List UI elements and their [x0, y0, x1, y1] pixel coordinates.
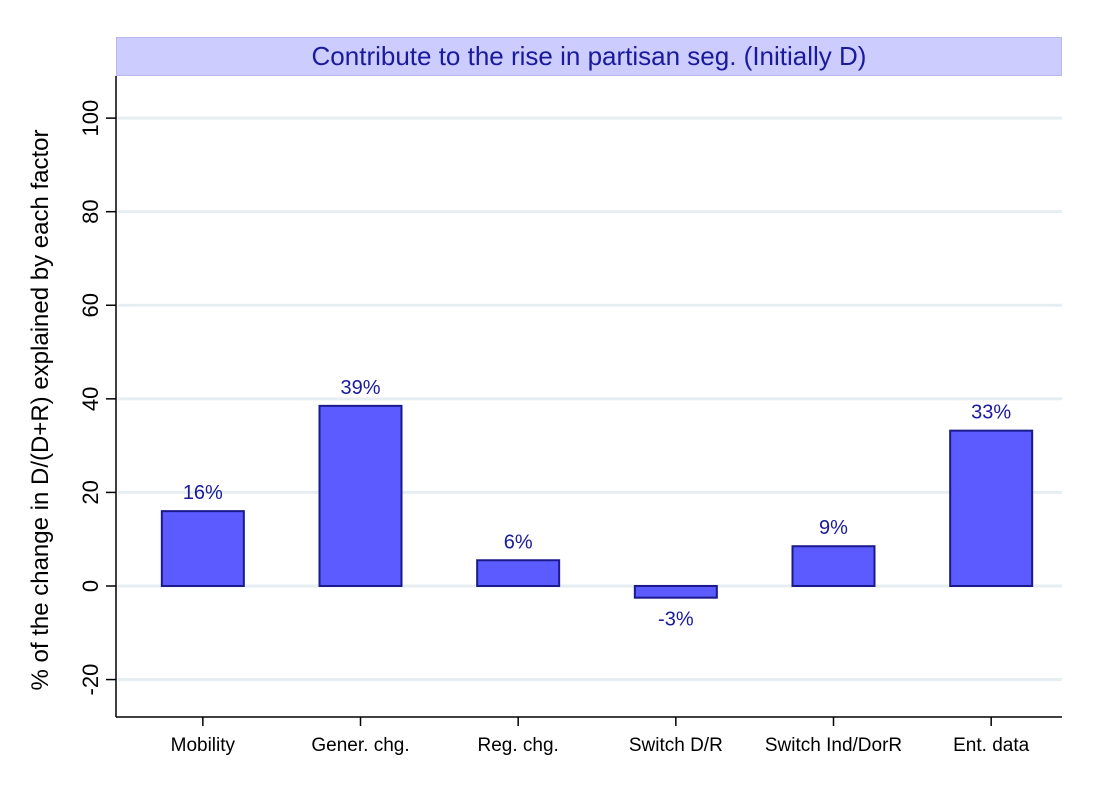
x-tick-label: Mobility: [171, 735, 236, 756]
chart-title: Contribute to the rise in partisan seg. …: [311, 41, 867, 71]
y-tick-label: -20: [78, 664, 103, 696]
bar: [633, 584, 718, 599]
x-tick-label: Switch Ind/DorR: [765, 735, 902, 756]
bar-value-label: -3%: [658, 609, 694, 631]
y-tick-label: 20: [78, 480, 103, 504]
bar: [160, 510, 245, 587]
bar: [791, 545, 876, 587]
x-tick-label: Gener. chg.: [311, 735, 409, 756]
bar-value-label: 33%: [971, 402, 1011, 424]
bar-value-label: 16%: [183, 482, 223, 504]
bar-value-label: 6%: [504, 531, 533, 553]
y-tick-label: 0: [78, 580, 103, 592]
y-tick-label: 80: [78, 199, 103, 223]
bar: [476, 559, 561, 587]
y-tick-label: 40: [78, 387, 103, 411]
bar: [318, 404, 403, 587]
x-tick-label: Switch D/R: [629, 735, 723, 756]
bar-value-label: 39%: [340, 377, 380, 399]
x-tick-label: Reg. chg.: [478, 735, 559, 756]
y-tick-label: 60: [78, 293, 103, 317]
y-tick-label: 100: [78, 100, 103, 137]
bar-value-label: 9%: [819, 517, 848, 539]
x-tick-label: Ent. data: [953, 735, 1029, 756]
chart-title-bar: Contribute to the rise in partisan seg. …: [116, 37, 1062, 76]
bar: [949, 429, 1034, 587]
